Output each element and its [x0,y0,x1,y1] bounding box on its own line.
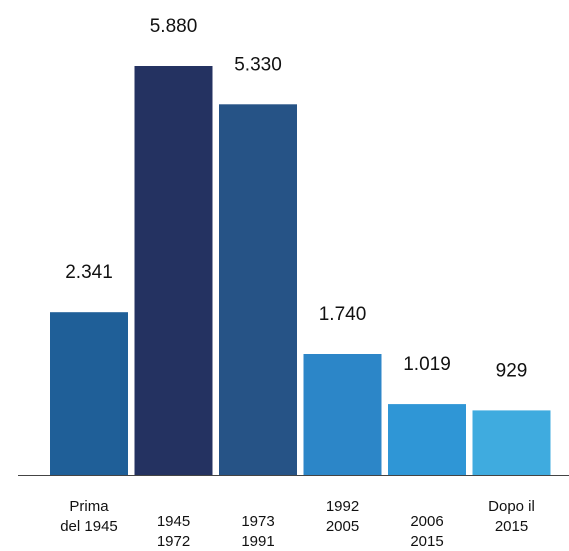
bar-5 [472,410,551,475]
category-label-2: 1973 1991 [241,513,274,550]
value-label-3: 1.740 [319,304,367,325]
bar-2 [219,104,297,476]
category-label-4-line-1: 2015 [410,533,443,550]
value-label-2: 5.330 [234,54,282,75]
category-label-0-line-0: Prima [69,498,109,515]
category-label-3-line-0: 1992 [326,498,359,515]
category-label-4: 2006 2015 [410,513,443,550]
value-labels-group: 2.341 5.880 5.330 1.740 1.019 929 [65,16,527,381]
value-label-4: 1.019 [403,354,451,375]
category-label-2-line-1: 1991 [241,533,274,550]
category-label-5-line-0: Dopo il [488,498,535,515]
bar-0 [50,312,128,475]
value-label-5: 929 [496,360,528,381]
value-label-0: 2.341 [65,262,113,283]
category-label-0-line-1: del 1945 [60,518,118,535]
category-label-1-line-0: 1945 [157,513,190,530]
category-label-5-line-1: 2015 [495,518,528,535]
category-label-5: Dopo il 2015 [488,498,535,535]
category-label-1-line-1: 1972 [157,533,190,550]
value-label-1: 5.880 [150,16,198,37]
category-label-2-line-0: 1973 [241,513,274,530]
category-label-0: Prima del 1945 [60,498,118,535]
bar-1 [134,66,213,475]
category-label-3-line-1: 2005 [326,518,359,535]
category-label-3: 1992 2005 [326,498,359,535]
bar-4 [388,404,466,475]
category-label-1: 1945 1972 [157,513,190,550]
bar-3 [303,354,382,475]
category-labels-group: Prima del 1945 1945 1972 1973 1991 1992 2005 200… [60,498,535,550]
category-label-4-line-0: 2006 [410,513,443,530]
bars-group [50,66,551,476]
